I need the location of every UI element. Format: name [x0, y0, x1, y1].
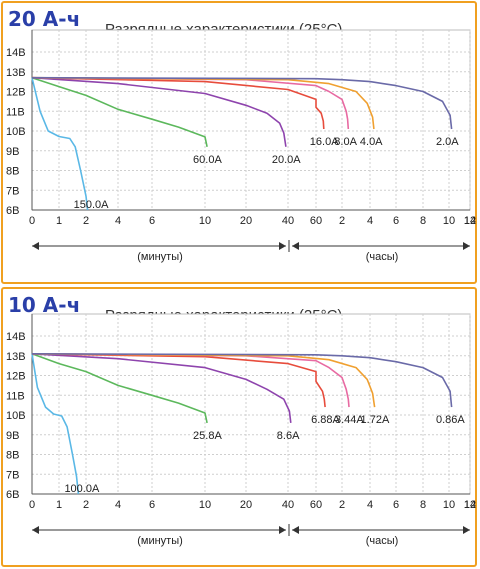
arrow-left-icon	[292, 526, 299, 534]
chart-1: 20 А-чРазрядные характеристики (25°C)14В…	[6, 7, 476, 263]
series-line-4	[31, 76, 325, 130]
y-tick-label: 6В	[6, 205, 19, 217]
x-tick-label: 40	[282, 499, 294, 511]
y-tick-label: 11В	[6, 106, 25, 118]
x-tick-label: 10	[443, 215, 455, 227]
arrow-left-icon	[32, 526, 39, 534]
series-label-2: 25.8A	[193, 430, 222, 442]
x-tick-label: 4	[367, 215, 373, 227]
y-tick-label: 7В	[6, 469, 19, 481]
y-tick-label: 12В	[6, 87, 26, 99]
y-tick-label: 8В	[6, 450, 19, 462]
y-tick-label: 14В	[6, 331, 26, 343]
series-label-5: 3.44A	[335, 414, 364, 426]
series-line-5	[31, 353, 350, 408]
capacity-label: 20 А-ч	[8, 7, 80, 31]
hours-label: (часы)	[366, 251, 399, 263]
x-tick-label: 1	[56, 499, 62, 511]
y-tick-label: 11В	[6, 390, 25, 402]
arrow-right-icon	[279, 526, 286, 534]
x-tick-label: 4	[115, 215, 121, 227]
y-tick-label: 6В	[6, 489, 19, 501]
y-tick-label: 9В	[6, 146, 19, 158]
y-tick-label: 9В	[6, 430, 19, 442]
series-label-3: 20.0A	[272, 154, 301, 166]
y-tick-label: 12В	[6, 371, 26, 383]
series-line-1	[31, 77, 89, 211]
x-tick-label: 14	[464, 215, 476, 227]
series-label-5: 8.0A	[334, 136, 357, 148]
x-tick-label: 10	[199, 215, 211, 227]
series-label-1: 150.0A	[74, 199, 110, 211]
series-line-5	[31, 76, 350, 130]
arrow-right-icon	[463, 526, 470, 534]
series-line-6	[31, 76, 375, 130]
arrow-left-icon	[32, 242, 39, 250]
plot-area	[31, 313, 471, 495]
x-tick-label: 4	[367, 499, 373, 511]
x-tick-label: 2	[83, 215, 89, 227]
series-line-3	[31, 353, 292, 423]
chart-2: 10 А-чРазрядные характеристики (25°C)14В…	[6, 293, 476, 547]
x-tick-label: 12	[464, 499, 476, 511]
series-line-2	[31, 76, 208, 147]
arrow-right-icon	[463, 242, 470, 250]
x-tick-label: 2	[339, 215, 345, 227]
x-tick-label: 6	[393, 499, 399, 511]
series-line-6	[31, 353, 376, 408]
series-label-6: 1.72A	[361, 414, 390, 426]
hours-label: (часы)	[366, 535, 399, 547]
x-tick-label: 12	[464, 215, 476, 227]
plot-area	[31, 29, 471, 211]
capacity-label: 10 А-ч	[8, 293, 80, 317]
x-tick-label: 8	[420, 499, 426, 511]
x-tick-label: 0	[29, 499, 35, 511]
minutes-label: (минуты)	[137, 251, 183, 263]
y-tick-label: 10В	[6, 126, 26, 138]
x-tick-label: 2	[339, 499, 345, 511]
series-line-7	[31, 76, 453, 130]
x-tick-label: 60	[310, 499, 322, 511]
series-label-2: 60.0A	[193, 154, 222, 166]
series-label-7: 0.86A	[436, 414, 465, 426]
series-line-4	[31, 353, 326, 408]
series-line-7	[31, 353, 453, 408]
series-line-2	[31, 353, 208, 424]
series-label-6: 4.0A	[360, 136, 383, 148]
arrow-right-icon	[279, 242, 286, 250]
series-label-7: 2.0A	[436, 136, 459, 148]
arrow-left-icon	[292, 242, 299, 250]
series-line-1	[31, 353, 80, 495]
x-tick-label: 4	[115, 499, 121, 511]
y-tick-label: 14В	[6, 47, 26, 59]
x-tick-label: 1	[56, 215, 62, 227]
x-tick-label: 14	[464, 499, 476, 511]
x-tick-label: 6	[393, 215, 399, 227]
series-label-4: 16.0A	[310, 136, 339, 148]
x-tick-label: 6	[149, 215, 155, 227]
y-tick-label: 10В	[6, 410, 26, 422]
series-line-3	[31, 76, 287, 147]
x-tick-label: 6	[149, 499, 155, 511]
x-tick-label: 40	[282, 215, 294, 227]
x-tick-label: 60	[310, 215, 322, 227]
x-tick-label: 2	[83, 499, 89, 511]
y-tick-label: 13В	[6, 67, 26, 79]
x-tick-label: 20	[240, 215, 252, 227]
y-tick-label: 7В	[6, 185, 19, 197]
minutes-label: (минуты)	[137, 535, 183, 547]
x-tick-label: 20	[240, 499, 252, 511]
series-label-1: 100.0A	[64, 483, 100, 495]
y-tick-label: 13В	[6, 351, 26, 363]
x-tick-label: 0	[29, 215, 35, 227]
x-tick-label: 10	[199, 499, 211, 511]
series-label-3: 8.6A	[277, 430, 300, 442]
series-label-4: 6.88A	[311, 414, 340, 426]
x-tick-label: 8	[420, 215, 426, 227]
x-tick-label: 10	[443, 499, 455, 511]
y-tick-label: 8В	[6, 166, 19, 178]
